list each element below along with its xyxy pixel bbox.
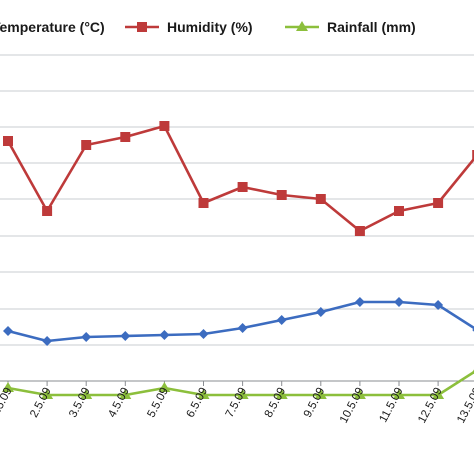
legend-label-0: Temperature (°C)	[0, 19, 105, 35]
x-tick-label-7: 8.5.09	[263, 386, 289, 420]
series-0	[3, 297, 474, 346]
data-point-0-8	[315, 307, 326, 317]
data-point-1-11	[433, 198, 444, 208]
data-point-2-12	[471, 369, 474, 374]
series-2	[2, 369, 474, 399]
legend-label-2: Rainfall (mm)	[327, 19, 416, 35]
data-point-2-9	[353, 389, 366, 399]
series-1	[3, 121, 474, 236]
data-point-2-11	[432, 389, 445, 399]
data-point-2-10	[393, 389, 405, 399]
x-tick-label-3: 4.5.09	[106, 386, 132, 420]
legend: Temperature (°C) Humidity (%) Rainfall (mm…	[0, 19, 416, 35]
series-line-0	[7, 300, 474, 343]
data-point-1-4	[159, 121, 170, 131]
data-point-1-3	[120, 132, 131, 142]
data-point-1-0	[3, 136, 13, 146]
x-tick-label-6: 7.5.09	[224, 386, 250, 420]
data-point-0-6	[237, 323, 248, 333]
data-point-2-3	[119, 389, 132, 399]
data-point-0-3	[120, 331, 131, 341]
data-point-2-2	[80, 389, 93, 399]
data-point-1-9	[354, 226, 365, 236]
data-point-1-5	[198, 198, 209, 208]
series-line-1	[6, 124, 474, 233]
data-point-0-11	[433, 300, 444, 310]
x-tick-label-0: 1.5.09	[0, 386, 15, 420]
data-point-0-5	[198, 329, 209, 339]
data-point-2-7	[275, 389, 288, 399]
data-point-1-2	[81, 140, 92, 150]
data-point-1-6	[237, 182, 248, 192]
x-tick-label-5: 6.5.09	[185, 386, 211, 420]
x-tick-label-2: 3.5.09	[67, 386, 93, 420]
data-point-1-8	[315, 194, 326, 204]
data-point-0-10	[394, 297, 404, 307]
x-tick-label-9: 10.5.09	[338, 386, 367, 426]
x-tick-label-10: 11.5.09	[377, 386, 405, 425]
data-point-1-1	[42, 206, 53, 216]
data-point-0-4	[159, 330, 170, 340]
legend-item-1: Humidity (%)	[125, 19, 253, 35]
x-tick-label-8: 9.5.09	[302, 386, 328, 420]
legend-marker-2	[296, 21, 308, 31]
data-point-0-9	[354, 297, 365, 307]
data-point-2-8	[314, 389, 327, 399]
data-point-1-12	[472, 150, 474, 160]
data-point-2-1	[41, 389, 54, 399]
data-point-2-4	[158, 382, 171, 392]
data-point-0-2	[81, 332, 92, 342]
series-group	[2, 121, 474, 399]
gridlines	[0, 54, 474, 386]
x-tick-label-11: 12.5.09	[416, 386, 445, 426]
data-point-0-1	[42, 336, 53, 346]
data-point-0-7	[276, 315, 287, 325]
data-point-2-0	[2, 382, 14, 392]
legend-item-0: Temperature (°C)	[0, 19, 105, 35]
legend-label-1: Humidity (%)	[167, 19, 253, 35]
data-point-1-7	[276, 190, 287, 200]
x-tick-labels: 1.5.09 2.5.09 3.5.09 4.5.09 5.5.09 6.5.09 7.5.…	[0, 386, 474, 426]
legend-item-2: Rainfall (mm)	[285, 19, 416, 35]
legend-marker-1	[137, 22, 147, 32]
data-point-2-6	[236, 389, 249, 399]
data-point-0-0	[3, 326, 13, 336]
x-tick-label-12: 13.5.09	[455, 386, 474, 426]
x-tick-label-1: 2.5.09	[28, 386, 54, 420]
data-point-2-5	[197, 389, 210, 399]
data-point-1-10	[394, 206, 404, 216]
